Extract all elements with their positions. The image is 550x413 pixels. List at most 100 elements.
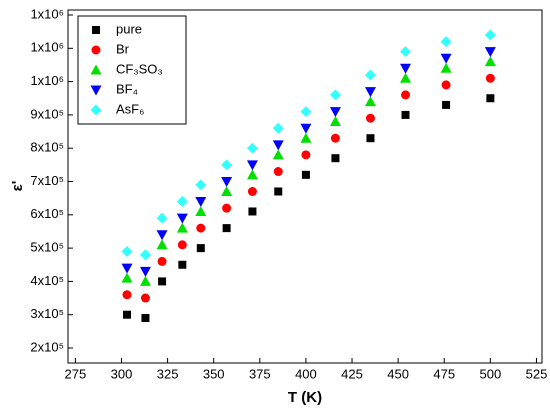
point <box>440 62 452 73</box>
legend-marker <box>90 85 102 96</box>
legend-label: BF₄ <box>116 81 138 96</box>
point <box>121 263 133 274</box>
point <box>272 122 284 134</box>
y-tick-label: 9x10⁵ <box>30 106 64 121</box>
point <box>329 107 341 118</box>
point <box>122 290 132 300</box>
point <box>177 240 187 250</box>
point <box>485 73 495 83</box>
x-tick-label: 425 <box>341 366 363 381</box>
point <box>274 187 283 196</box>
y-tick-label: 8x10⁵ <box>30 140 64 155</box>
y-tick-label: 6x10⁵ <box>30 206 64 221</box>
y-tick-label: 7x10⁵ <box>30 173 64 188</box>
x-tick-label: 325 <box>157 366 179 381</box>
point <box>221 159 233 171</box>
point <box>401 90 411 100</box>
point <box>486 94 495 103</box>
point <box>440 36 452 48</box>
x-tick-label: 300 <box>111 366 133 381</box>
point <box>222 224 231 233</box>
point <box>246 160 258 171</box>
legend-marker <box>90 104 102 116</box>
point <box>196 223 206 233</box>
point <box>176 213 188 224</box>
x-axis-title: T (K) <box>288 389 322 406</box>
point <box>441 80 451 90</box>
y-tick-label: 5x10⁵ <box>30 240 64 255</box>
point <box>157 256 167 266</box>
point <box>139 249 151 261</box>
point <box>300 123 312 134</box>
point <box>400 46 412 58</box>
x-tick-label: 400 <box>295 366 317 381</box>
point <box>442 100 451 109</box>
point <box>178 260 187 269</box>
point <box>484 47 496 58</box>
y-tick-label: 3x10⁵ <box>30 306 64 321</box>
plot-frame <box>67 9 543 364</box>
point <box>139 275 151 286</box>
point <box>195 179 207 191</box>
point <box>484 29 496 41</box>
point <box>364 87 376 98</box>
point <box>123 310 132 319</box>
point <box>158 277 167 286</box>
x-tick-label: 450 <box>387 366 409 381</box>
point <box>176 195 188 207</box>
legend-marker <box>92 26 100 34</box>
legend-label: CF₃SO₃ <box>116 61 163 76</box>
point <box>364 96 376 107</box>
point <box>246 142 258 154</box>
point <box>140 293 150 303</box>
y-tick-label: 1x10⁶ <box>30 73 64 88</box>
y-axis-title: ε' <box>9 181 26 192</box>
point <box>301 150 311 160</box>
x-tick-label: 500 <box>480 366 502 381</box>
point <box>176 222 188 233</box>
x-tick-label: 275 <box>65 366 87 381</box>
x-tick-label: 475 <box>433 366 455 381</box>
point <box>401 110 410 119</box>
point <box>301 170 310 179</box>
point <box>366 134 375 143</box>
y-tick-label: 1x10⁶ <box>30 40 64 55</box>
point <box>364 69 376 81</box>
point <box>365 113 375 123</box>
y-tick-label: 4x10⁵ <box>30 273 64 288</box>
point <box>195 205 207 216</box>
point <box>247 186 257 196</box>
x-tick-label: 375 <box>249 366 271 381</box>
point <box>156 230 168 241</box>
point <box>121 272 133 283</box>
point <box>329 116 341 127</box>
point <box>272 149 284 160</box>
legend-marker <box>90 64 102 75</box>
point <box>221 185 233 196</box>
y-tick-label: 2x10⁵ <box>30 339 64 354</box>
point <box>156 212 168 224</box>
legend-marker <box>91 45 101 55</box>
point <box>273 167 283 177</box>
point <box>400 63 412 74</box>
point <box>248 207 257 216</box>
point <box>330 133 340 143</box>
point <box>331 154 340 163</box>
x-tick-label: 525 <box>526 366 548 381</box>
point <box>300 106 312 118</box>
point <box>329 89 341 101</box>
point <box>440 53 452 64</box>
point <box>221 177 233 188</box>
point <box>272 140 284 151</box>
y-tick-label: 1x10⁶ <box>30 6 64 21</box>
point <box>246 169 258 180</box>
legend-label: pure <box>116 21 142 36</box>
point <box>141 314 150 323</box>
point <box>400 72 412 83</box>
point <box>139 266 151 277</box>
point <box>195 196 207 207</box>
point <box>156 239 168 250</box>
legend-label: AsF₆ <box>116 101 144 116</box>
point <box>222 203 232 213</box>
